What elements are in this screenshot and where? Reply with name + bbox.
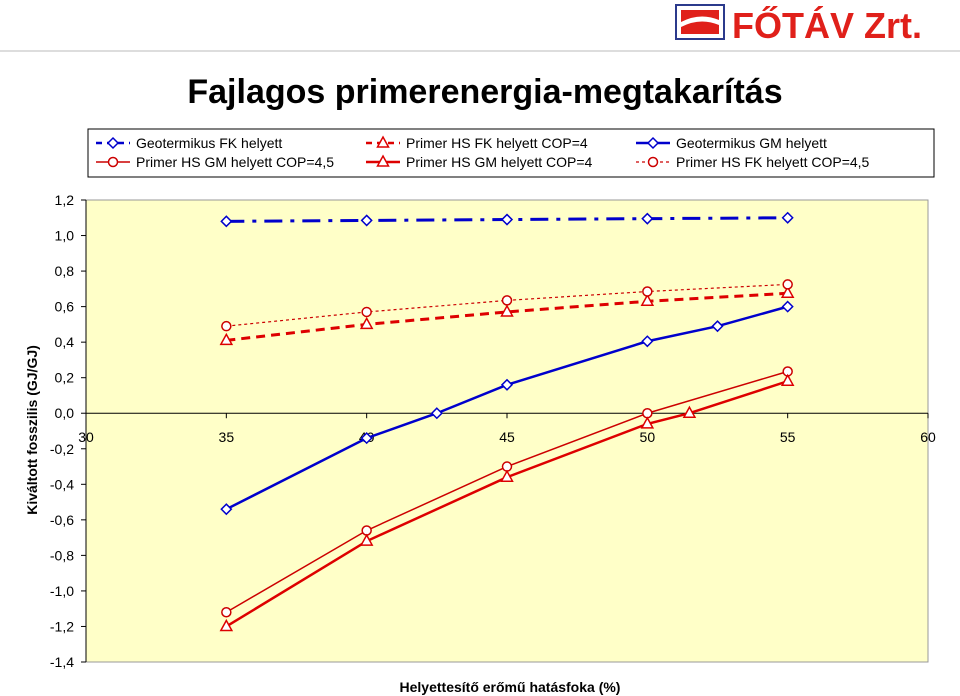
data-point — [780, 373, 795, 386]
data-point — [361, 306, 372, 318]
data-point — [220, 503, 233, 516]
legend-label: Geotermikus GM helyett — [676, 135, 827, 151]
chart-title: Fajlagos primerenergia-megtakarítás — [187, 73, 782, 111]
y-tick-label: 0,8 — [55, 263, 75, 279]
data-point — [501, 295, 513, 306]
legend-marker — [106, 136, 120, 150]
y-tick-label: 0,6 — [55, 299, 75, 315]
y-tick-label: -1,0 — [50, 583, 74, 599]
legend — [87, 128, 935, 178]
data-point — [782, 279, 793, 290]
legend-item: Primer HS FK helyett COP=4 — [366, 135, 588, 151]
y-tick-label: -0,6 — [50, 512, 74, 528]
legend-item: Geotermikus FK helyett — [96, 135, 282, 151]
x-tick-label: 35 — [219, 429, 235, 445]
y-tick-label: -0,2 — [50, 441, 74, 457]
data-point — [640, 293, 655, 307]
series-1 — [220, 211, 794, 228]
legend-marker — [376, 135, 390, 148]
series-2 — [219, 285, 795, 346]
data-point — [221, 606, 232, 618]
fotav-logo: FŐTÁV Zrt. — [675, 4, 922, 46]
x-tick-label: 30 — [78, 429, 94, 445]
y-tick-label: 1,2 — [55, 192, 75, 208]
data-point — [781, 300, 794, 313]
legend-label: Primer HS FK helyett COP=4 — [406, 135, 588, 151]
legend-label: Primer HS GM helyett COP=4,5 — [136, 154, 334, 170]
legend-item: Primer HS GM helyett COP=4 — [366, 154, 593, 170]
y-tick-label: 0,4 — [55, 334, 75, 350]
series-line — [226, 283, 788, 327]
data-point — [359, 316, 374, 330]
series-line — [225, 380, 789, 628]
legend-item: Primer HS FK helyett COP=4,5 — [636, 154, 870, 170]
data-point — [500, 213, 514, 226]
data-point — [360, 432, 373, 445]
data-point — [642, 286, 653, 297]
x-tick-label: 60 — [920, 429, 936, 445]
series-layer — [219, 211, 795, 632]
data-point — [780, 285, 795, 299]
y-axis-label: Kiváltott fosszilis (GJ/GJ) — [24, 345, 40, 515]
series-5 — [219, 373, 795, 632]
brand-name: FŐTÁV Zrt. — [732, 4, 922, 46]
x-tick-label: 50 — [640, 429, 656, 445]
series-4 — [221, 366, 793, 618]
x-tick-label: 55 — [780, 429, 796, 445]
x-axis-label: Helyettesítő erőmű hatásfoka (%) — [400, 679, 621, 695]
data-point — [500, 469, 514, 482]
data-point — [500, 378, 514, 391]
plot-area — [85, 199, 929, 663]
data-point — [220, 215, 233, 228]
data-point — [359, 533, 374, 546]
data-point — [221, 320, 232, 332]
y-tick-label: -1,2 — [50, 618, 74, 634]
data-point — [640, 416, 655, 429]
legend-marker — [376, 154, 390, 167]
data-point — [682, 405, 697, 418]
legend-label: Geotermikus FK helyett — [136, 135, 282, 151]
y-tick-label: 0,0 — [55, 405, 75, 421]
x-tick-label: 45 — [499, 429, 515, 445]
data-point — [360, 214, 373, 227]
legend-label: Primer HS FK helyett COP=4,5 — [676, 154, 870, 170]
legend-item: Geotermikus GM helyett — [636, 135, 827, 151]
data-point — [219, 332, 234, 346]
series-line — [226, 291, 788, 342]
series-3 — [220, 300, 794, 516]
series-6 — [221, 279, 793, 332]
legend-items: Geotermikus FK helyett Primer HS FK helye… — [96, 135, 870, 170]
y-tick-label: -0,8 — [50, 547, 74, 563]
y-tick-label: -1,4 — [50, 654, 74, 670]
legend-label: Primer HS GM helyett COP=4 — [406, 154, 593, 170]
data-point — [641, 212, 654, 225]
data-point — [500, 304, 514, 317]
data-point — [641, 335, 654, 348]
y-tick-label: -0,4 — [50, 476, 74, 492]
data-point — [711, 320, 724, 333]
legend-item: Primer HS GM helyett COP=4,5 — [96, 154, 334, 170]
data-point — [219, 618, 234, 632]
legend-marker — [646, 136, 660, 150]
data-point — [430, 407, 443, 420]
legend-marker — [647, 156, 659, 168]
data-point — [781, 211, 794, 224]
y-tick-label: 0,2 — [55, 370, 75, 386]
legend-marker — [107, 156, 119, 168]
logo-wave-icon — [681, 16, 719, 27]
y-tick-label: 1,0 — [55, 228, 75, 244]
